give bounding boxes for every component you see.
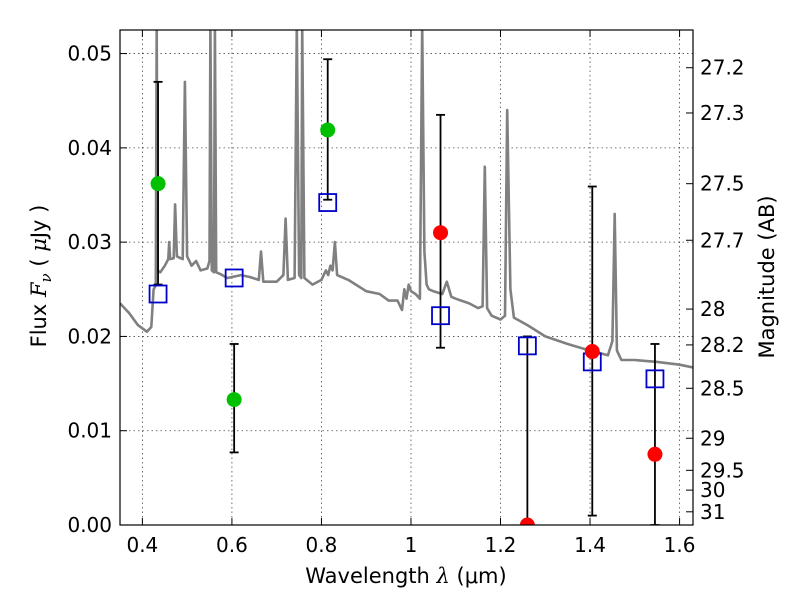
green-data-point bbox=[226, 392, 242, 408]
plot-area bbox=[120, 30, 693, 525]
x-axis-title: Wavelength λ (μm) bbox=[305, 564, 506, 588]
right-tick-label: 31 bbox=[700, 500, 725, 524]
x-tick-label: 1 bbox=[405, 533, 418, 557]
red-data-point bbox=[584, 344, 600, 360]
model-photometry-square bbox=[431, 306, 450, 326]
model-photometry-square bbox=[318, 193, 338, 212]
green-data-point bbox=[150, 176, 166, 192]
x-tick-label: 1.6 bbox=[664, 533, 696, 557]
right-tick-label: 27.7 bbox=[700, 228, 745, 252]
right-tick-label: 29.5 bbox=[700, 458, 745, 482]
x-tick-label: 0.8 bbox=[306, 533, 338, 557]
y-tick-label: 0.02 bbox=[67, 324, 112, 348]
red-data-point bbox=[519, 517, 535, 525]
right-tick-label: 29 bbox=[700, 426, 725, 450]
y-tick-label: 0.04 bbox=[67, 136, 112, 160]
sed-model-line bbox=[120, 30, 693, 369]
green-data-point bbox=[320, 122, 336, 138]
y-axis-title: Flux Fν ( μJy ) bbox=[27, 205, 55, 348]
x-tick-label: 0.6 bbox=[216, 533, 248, 557]
x-tick-label: 1.2 bbox=[485, 533, 517, 557]
y-tick-label: 0.05 bbox=[67, 42, 112, 66]
right-tick-label: 30 bbox=[700, 478, 725, 502]
x-tick-label: 1.4 bbox=[574, 533, 606, 557]
y-tick-label: 0.00 bbox=[67, 513, 112, 537]
right-tick-label: 27.5 bbox=[700, 172, 745, 196]
plot-frame bbox=[119, 29, 694, 526]
right-tick-label: 27.2 bbox=[700, 56, 745, 80]
model-photometry-square bbox=[148, 284, 168, 304]
right-tick-label: 28.2 bbox=[700, 333, 745, 357]
red-data-point bbox=[647, 446, 663, 462]
right-tick-label: 27.3 bbox=[700, 101, 745, 125]
model-photometry-square bbox=[645, 369, 665, 389]
right-tick-label: 28 bbox=[700, 297, 725, 321]
right-tick-label: 28.5 bbox=[700, 376, 745, 400]
x-tick-label: 0.4 bbox=[126, 533, 158, 557]
y-tick-label: 0.03 bbox=[67, 230, 112, 254]
right-axis-title: Magnitude (AB) bbox=[755, 195, 779, 358]
model-photometry-square bbox=[224, 268, 244, 288]
model-photometry-square bbox=[517, 336, 537, 356]
y-tick-label: 0.01 bbox=[67, 419, 112, 443]
red-data-point bbox=[433, 225, 449, 241]
axis-ticks: 0.4 0.6 0.8 1 1.2 1.4 1.6 0.00 0.01 0.02 0.03 0.04 0… bbox=[67, 30, 745, 557]
